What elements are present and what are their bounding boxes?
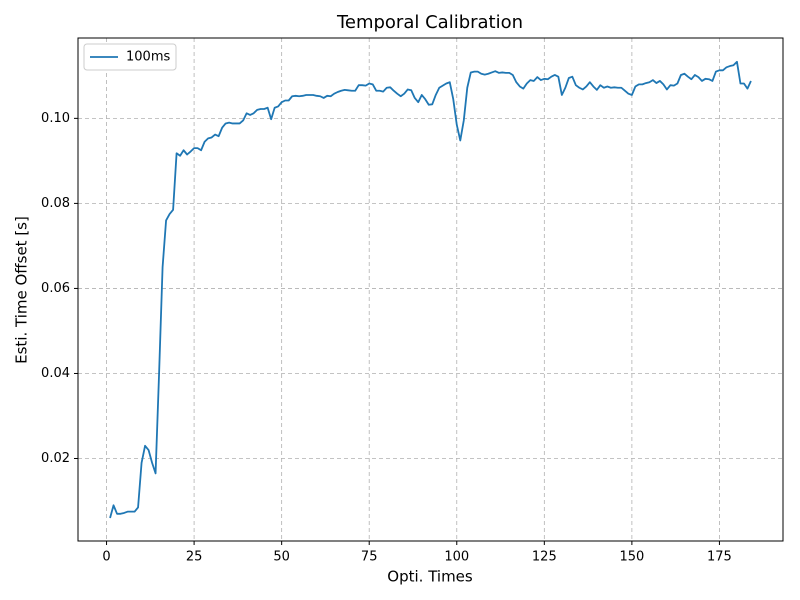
y-tick-label: 0.06 [41,281,70,296]
x-tick-label: 125 [532,550,557,565]
data-line [109,60,752,519]
chart-title: Temporal Calibration [336,12,523,33]
x-tick-label: 0 [102,550,110,565]
legend-box [83,43,177,71]
plot-frame [77,37,784,542]
x-tick-label: 175 [707,550,732,565]
y-tick-label: 0.04 [41,366,70,381]
x-tick-label: 50 [273,550,290,565]
x-tick-label: 75 [361,550,378,565]
y-tick-label: 0.08 [41,196,70,211]
y-axis-label: Esti. Time Offset [s] [13,216,31,364]
y-tick-label: 0.10 [41,111,70,126]
x-tick-label: 100 [444,550,469,565]
legend-label: 100ms [126,50,170,65]
x-tick-label: 150 [619,550,644,565]
x-tick-label: 25 [186,550,203,565]
x-axis-label: Opti. Times [387,568,473,586]
y-tick-label: 0.02 [41,451,70,466]
